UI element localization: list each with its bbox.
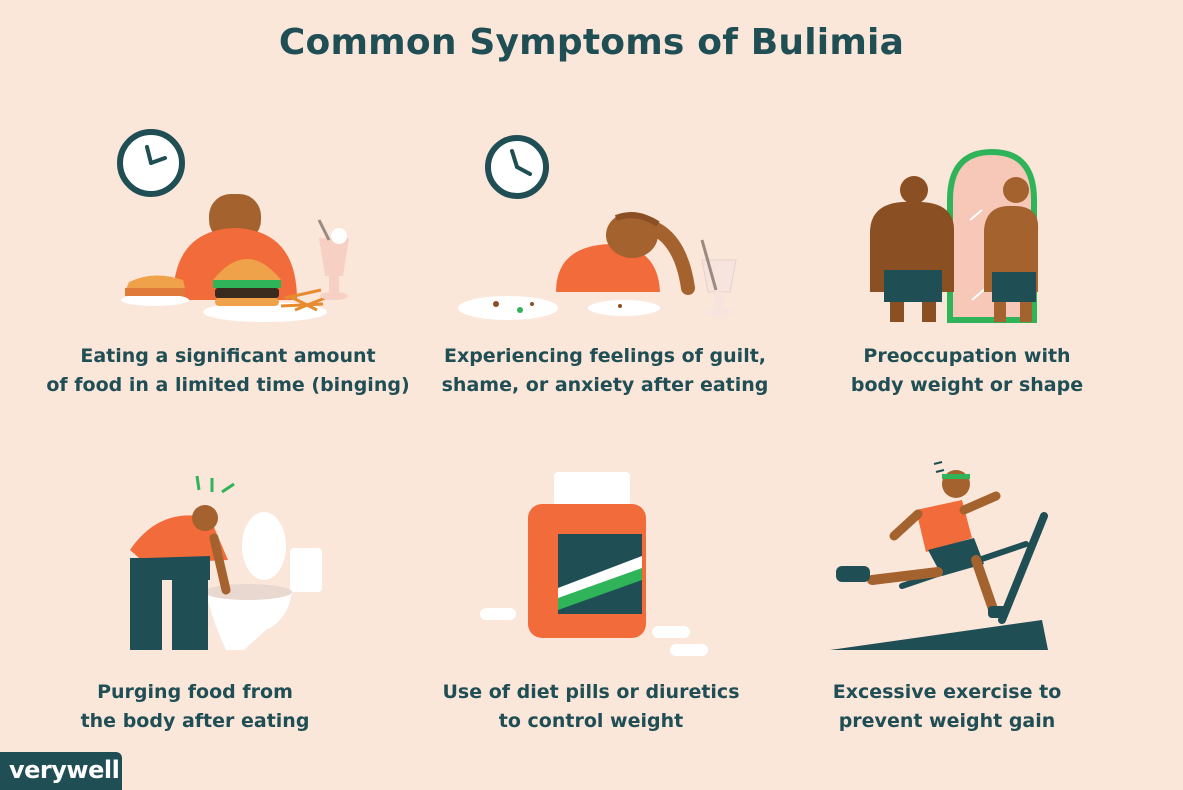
caption-line: the body after eating	[80, 710, 310, 732]
milkshake	[317, 219, 349, 300]
purging-illustration	[130, 475, 322, 650]
symptom-caption: Use of diet pills or diuretics to contro…	[396, 678, 786, 736]
symptom-card-body-image: Preoccupation with body weight or shape	[772, 120, 1162, 410]
symptom-card-purging: Purging food from the body after eating	[0, 460, 390, 750]
caption-line: Purging food from	[97, 681, 293, 703]
clock-icon	[117, 129, 185, 197]
symptom-caption: Purging food from the body after eating	[0, 678, 390, 736]
symptom-caption: Eating a significant amount of food in a…	[33, 342, 423, 400]
caption-line: Preoccupation with	[863, 345, 1071, 367]
symptom-card-diet-pills: Use of diet pills or diuretics to contro…	[396, 460, 786, 750]
logo-text: verywell	[9, 756, 120, 784]
toilet	[204, 512, 322, 650]
symptom-caption: Excessive exercise to prevent weight gai…	[752, 678, 1142, 736]
caption-line: of food in a limited time (binging)	[46, 374, 410, 396]
caption-line: Eating a significant amount	[80, 345, 376, 367]
plate	[458, 296, 558, 320]
caption-line: shame, or anxiety after eating	[441, 374, 769, 396]
symptom-card-guilt: Experiencing feelings of guilt, shame, o…	[410, 120, 800, 410]
binging-illustration	[117, 129, 349, 322]
pie-slice	[121, 275, 189, 306]
pills	[480, 608, 708, 656]
guilt-illustration	[458, 135, 737, 320]
empty-glass	[700, 239, 737, 316]
caption-line: Experiencing feelings of guilt,	[443, 345, 767, 367]
caption-line: prevent weight gain	[838, 710, 1056, 732]
caption-line: Excessive exercise to	[832, 681, 1062, 703]
person-purging	[130, 505, 231, 650]
pill-bottle	[528, 472, 646, 638]
symptom-card-binging: Eating a significant amount of food in a…	[33, 120, 423, 410]
burger	[203, 259, 327, 322]
symptom-card-exercise: Excessive exercise to prevent weight gai…	[752, 460, 1142, 750]
caption-line: body weight or shape	[850, 374, 1084, 396]
caption-line: Use of diet pills or diuretics	[442, 681, 740, 703]
plate	[588, 300, 660, 316]
distress-lines	[195, 475, 235, 494]
pills-illustration	[480, 472, 708, 656]
reflection	[984, 177, 1039, 322]
exercise-illustration	[830, 461, 1048, 650]
symptom-caption: Preoccupation with body weight or shape	[772, 342, 1162, 400]
person-back-view	[870, 176, 954, 322]
sweat-drops	[933, 461, 945, 473]
runner	[836, 470, 1008, 618]
caption-line: to control weight	[498, 710, 684, 732]
verywell-logo[interactable]: verywell	[0, 752, 122, 790]
person-guilty	[556, 212, 695, 295]
page-title: Common Symptoms of Bulimia	[278, 22, 905, 63]
treadmill	[830, 512, 1048, 650]
mirror-illustration	[870, 148, 1039, 323]
symptom-caption: Experiencing feelings of guilt, shame, o…	[410, 342, 800, 400]
clock-icon	[485, 135, 549, 199]
